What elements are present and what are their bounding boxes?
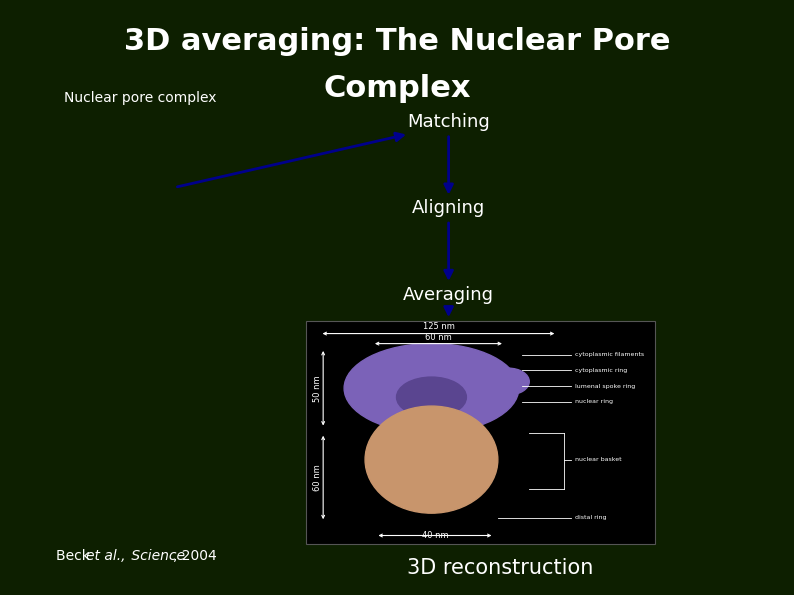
Text: Complex: Complex bbox=[323, 74, 471, 104]
Text: 60 nm: 60 nm bbox=[425, 333, 452, 342]
Text: nuclear basket: nuclear basket bbox=[575, 457, 622, 462]
Text: Beck: Beck bbox=[56, 549, 94, 563]
Ellipse shape bbox=[453, 364, 495, 390]
Ellipse shape bbox=[396, 377, 466, 417]
Text: 3D averaging: The Nuclear Pore: 3D averaging: The Nuclear Pore bbox=[124, 27, 670, 56]
Text: Science: Science bbox=[127, 549, 185, 563]
Ellipse shape bbox=[418, 359, 460, 386]
Text: , 2004: , 2004 bbox=[173, 549, 217, 563]
Bar bbox=[306, 321, 655, 544]
Text: Averaging: Averaging bbox=[403, 286, 494, 303]
Ellipse shape bbox=[461, 471, 486, 493]
Ellipse shape bbox=[344, 344, 518, 433]
Text: Matching: Matching bbox=[407, 113, 490, 131]
Ellipse shape bbox=[348, 366, 390, 393]
Text: cytoplasmic ring: cytoplasmic ring bbox=[575, 368, 627, 373]
Text: 125 nm: 125 nm bbox=[422, 322, 454, 331]
Text: lumenal spoke ring: lumenal spoke ring bbox=[575, 384, 635, 389]
Ellipse shape bbox=[365, 406, 498, 513]
Ellipse shape bbox=[419, 480, 444, 502]
Text: Aligning: Aligning bbox=[412, 199, 485, 217]
Text: nuclear ring: nuclear ring bbox=[575, 399, 613, 404]
Ellipse shape bbox=[377, 471, 402, 493]
Text: distal ring: distal ring bbox=[575, 515, 606, 520]
Text: Nuclear pore complex: Nuclear pore complex bbox=[64, 91, 216, 105]
Text: 40 nm: 40 nm bbox=[422, 531, 449, 540]
Text: et al.,: et al., bbox=[86, 549, 125, 563]
Text: cytoplasmic filaments: cytoplasmic filaments bbox=[575, 352, 644, 357]
Text: 50 nm: 50 nm bbox=[314, 375, 322, 402]
Text: 60 nm: 60 nm bbox=[314, 464, 322, 491]
Ellipse shape bbox=[488, 368, 530, 395]
Text: 3D reconstruction: 3D reconstruction bbox=[407, 558, 593, 578]
Ellipse shape bbox=[383, 361, 425, 388]
